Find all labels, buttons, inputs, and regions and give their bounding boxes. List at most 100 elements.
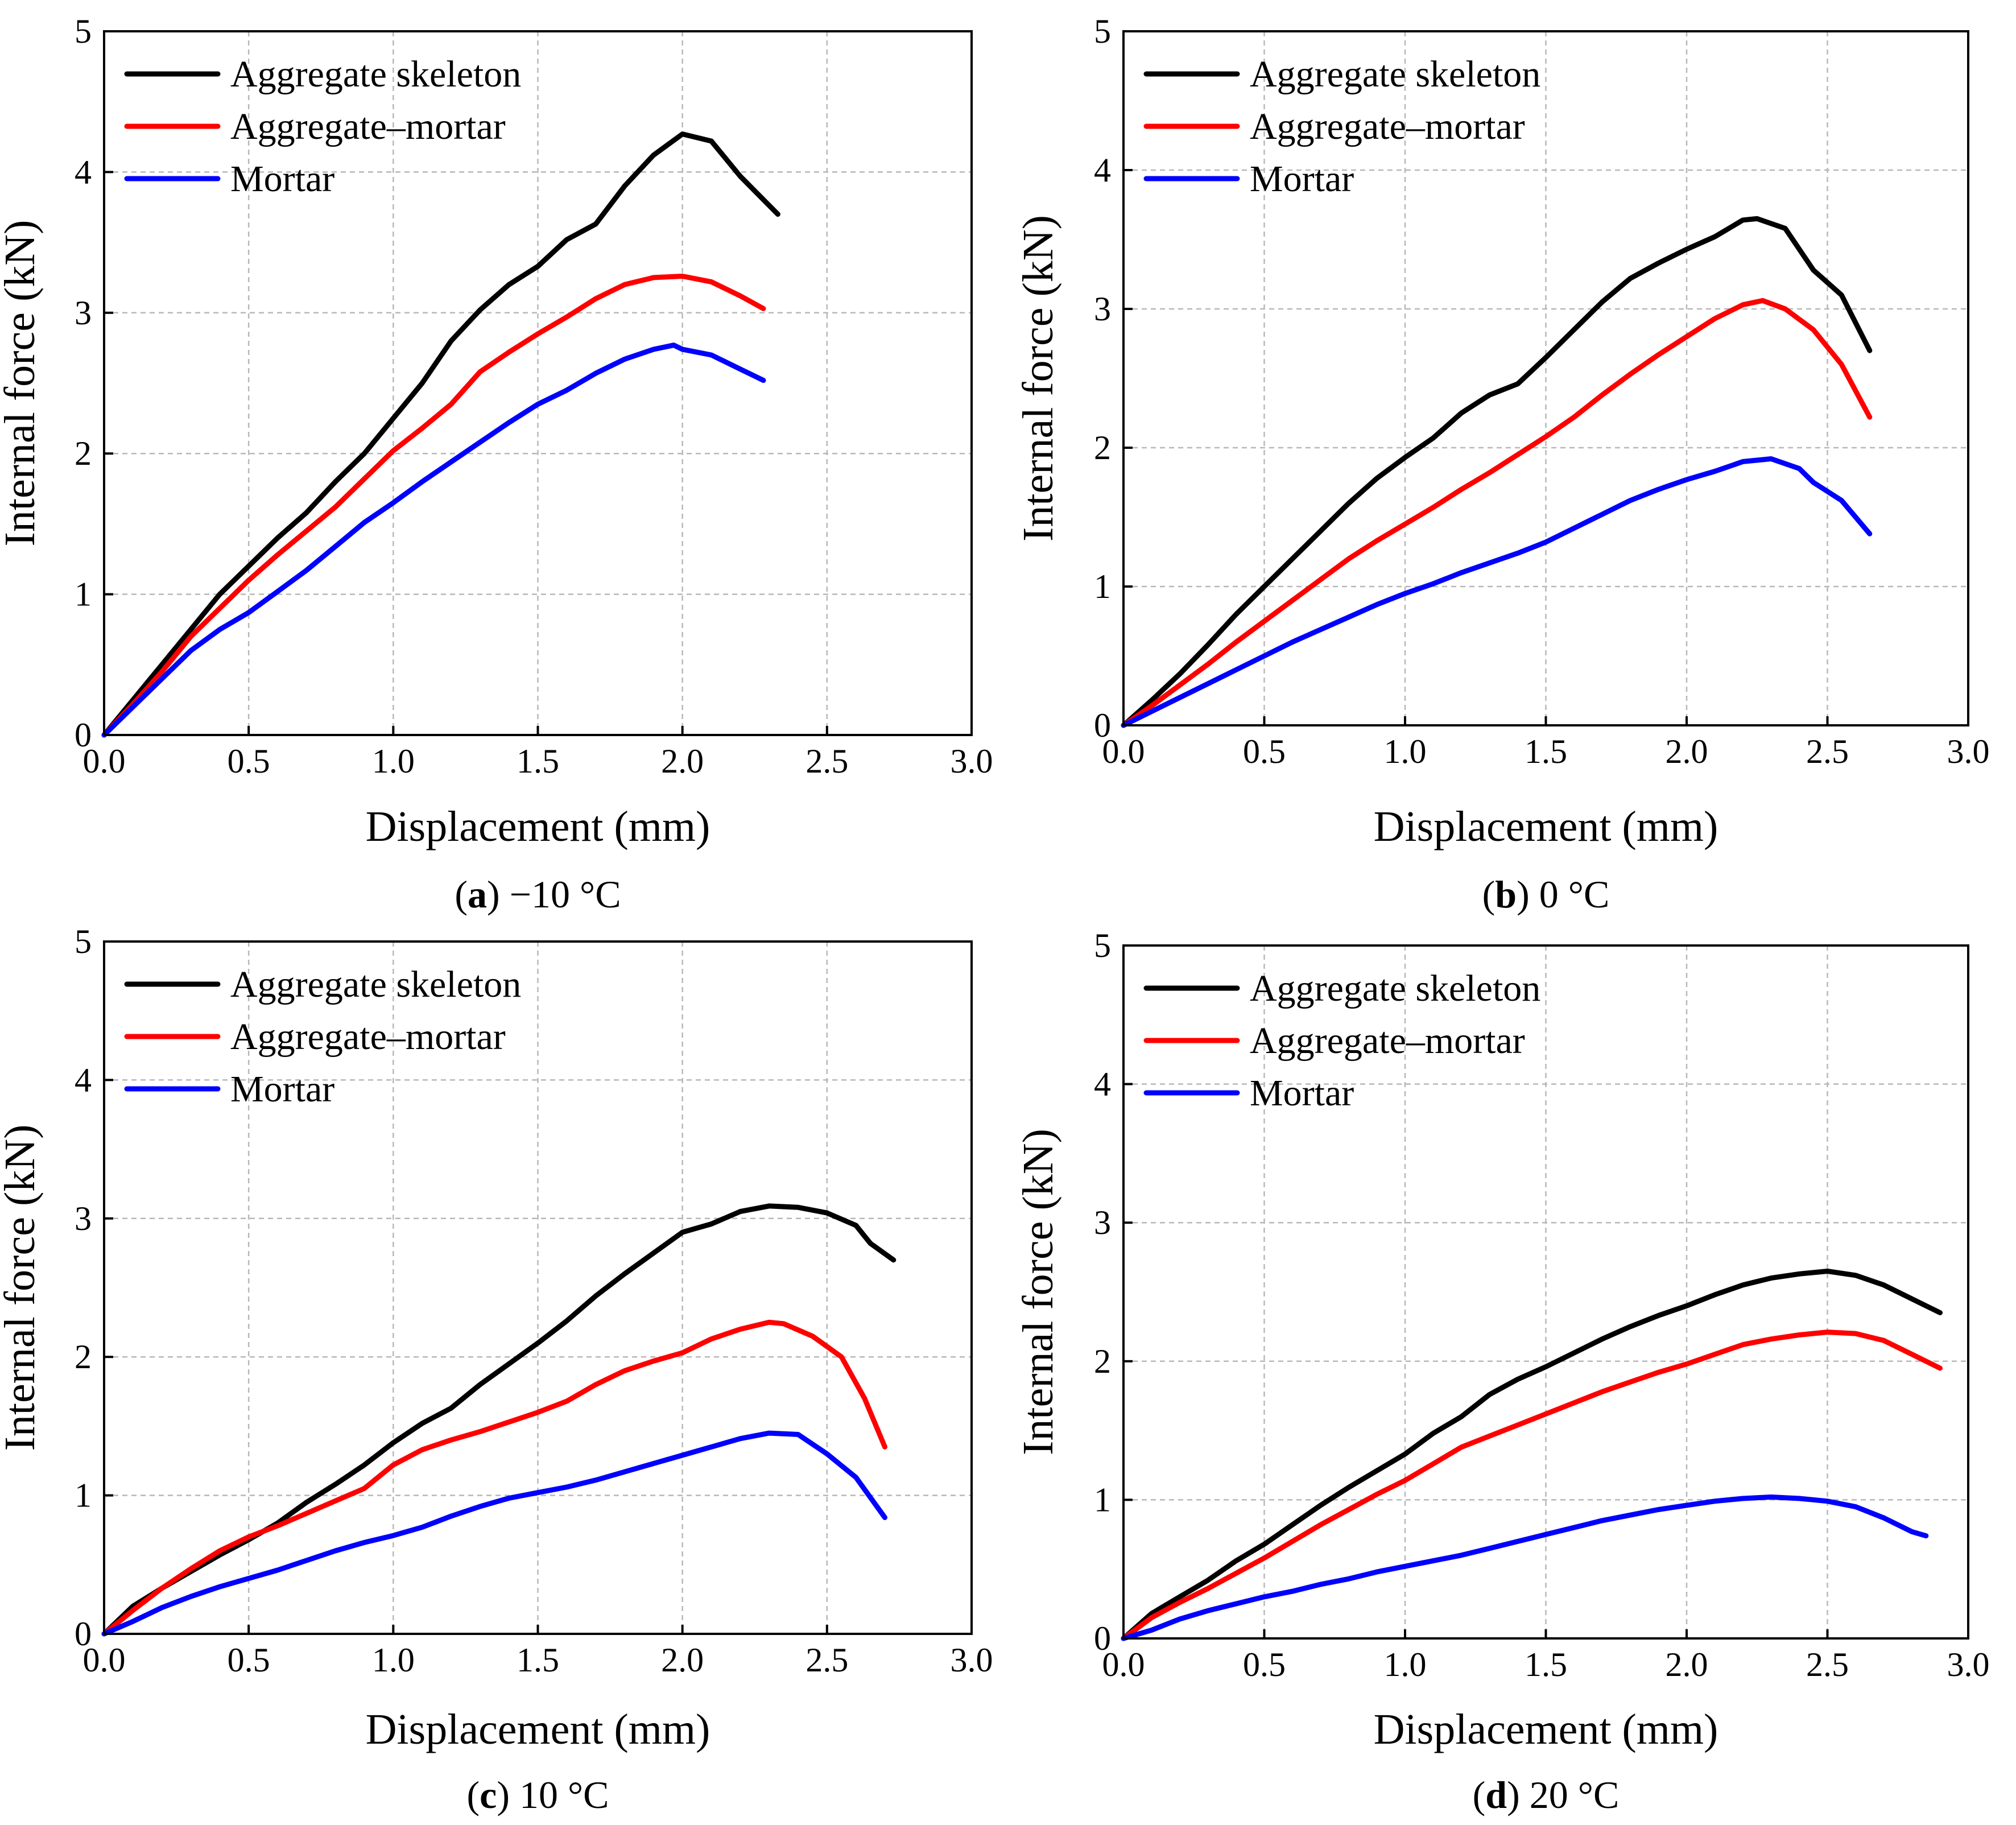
y-tick-label: 1 — [75, 576, 92, 613]
legend-label-2: Aggregate–mortar — [1250, 1020, 1525, 1062]
series-line-3 — [101, 342, 766, 738]
y-tick-label: 5 — [75, 923, 92, 960]
series-line-2 — [1121, 1329, 1943, 1641]
y-axis-label: Internal force (kN) — [1014, 1129, 1062, 1455]
panel-caption: (d) 20 °C — [1473, 1773, 1620, 1816]
legend-label-1: Aggregate skeleton — [230, 53, 521, 95]
y-tick-label: 2 — [1094, 429, 1111, 466]
x-axis-label: Displacement (mm) — [366, 803, 710, 850]
caption-temperature: 0 °C — [1530, 873, 1610, 916]
panel-caption: (c) 10 °C — [466, 1773, 609, 1816]
y-axis-label: Internal force (kN) — [0, 1125, 44, 1451]
x-tick-label: 2.5 — [805, 742, 848, 780]
legend-label-1: Aggregate skeleton — [230, 964, 521, 1005]
caption-open-paren: ( — [466, 1773, 480, 1816]
y-tick-label: 0 — [75, 1615, 92, 1653]
series-line-3 — [1121, 456, 1873, 728]
x-tick-label: 2.0 — [661, 742, 704, 780]
y-axis-label: Internal force (kN) — [1014, 215, 1062, 542]
x-tick-label: 0.5 — [228, 742, 270, 780]
legend-label-3: Mortar — [230, 1068, 334, 1110]
legend-label-3: Mortar — [230, 158, 334, 200]
legend-label-1: Aggregate skeleton — [1250, 968, 1540, 1009]
caption-open-paren: ( — [1473, 1773, 1486, 1816]
caption-letter: d — [1485, 1773, 1507, 1816]
y-tick-label: 2 — [75, 435, 92, 472]
series-line-2 — [1121, 298, 1873, 728]
y-axis-label: Internal force (kN) — [0, 220, 44, 547]
y-tick-label: 0 — [1094, 707, 1111, 744]
y-tick-label: 1 — [1094, 1481, 1111, 1518]
legend-label-2: Aggregate–mortar — [1250, 106, 1525, 147]
y-tick-label: 3 — [75, 294, 92, 332]
x-axis-label: Displacement (mm) — [366, 1706, 710, 1753]
caption-temperature: 20 °C — [1520, 1773, 1620, 1816]
caption-letter: c — [480, 1773, 497, 1816]
caption-open-paren: ( — [1482, 873, 1496, 916]
y-tick-label: 5 — [75, 13, 92, 50]
series-line-1 — [101, 1203, 897, 1637]
x-tick-label: 0.5 — [1243, 1646, 1286, 1683]
legend-label-1: Aggregate skeleton — [1250, 53, 1540, 95]
x-tick-label: 2.0 — [1666, 733, 1708, 770]
legend-label-3: Mortar — [1250, 1072, 1354, 1114]
y-tick-label: 4 — [1094, 1066, 1111, 1103]
x-axis-label: Displacement (mm) — [1374, 803, 1718, 850]
caption-letter: b — [1495, 873, 1517, 916]
x-tick-label: 1.5 — [1525, 733, 1567, 770]
y-tick-label: 4 — [75, 1061, 92, 1099]
y-tick-label: 2 — [1094, 1343, 1111, 1380]
chart-panel-c: 0.0 0.5 1.0 1.5 2.0 2.5 3.0 0 1 2 3 4 5 Displacement … — [0, 923, 993, 1816]
x-tick-label: 2.5 — [1806, 1646, 1849, 1683]
x-tick-label: 3.0 — [1947, 1646, 1990, 1683]
x-tick-label: 3.0 — [951, 742, 993, 780]
y-tick-label: 5 — [1094, 927, 1111, 964]
panel-caption: (a) −10 °C — [455, 873, 621, 916]
series-line-3 — [101, 1430, 887, 1637]
panel-caption: (b) 0 °C — [1482, 873, 1610, 916]
x-tick-label: 0.5 — [228, 1641, 270, 1679]
x-tick-label: 1.0 — [1384, 733, 1427, 770]
y-tick-label: 0 — [1094, 1620, 1111, 1657]
series-line-1 — [1121, 1269, 1943, 1641]
legend-label-2: Aggregate–mortar — [230, 106, 506, 147]
chart-panel-d: 0.0 0.5 1.0 1.5 2.0 2.5 3.0 0 1 2 3 4 5 Displacement … — [1014, 927, 1990, 1816]
legend-label-3: Mortar — [1250, 158, 1354, 200]
caption-open-paren: ( — [455, 873, 468, 916]
y-tick-label: 1 — [1094, 568, 1111, 605]
x-tick-label: 1.5 — [517, 742, 559, 780]
caption-letter: a — [468, 873, 487, 916]
series-line-1 — [1121, 216, 1873, 728]
x-tick-label: 1.5 — [517, 1641, 559, 1679]
x-tick-label: 2.5 — [805, 1641, 848, 1679]
legend-label-2: Aggregate–mortar — [230, 1016, 506, 1058]
y-tick-label: 5 — [1094, 13, 1111, 50]
x-tick-label: 2.0 — [1666, 1646, 1708, 1683]
x-tick-label: 0.0 — [1102, 733, 1145, 770]
x-tick-label: 0.0 — [83, 1641, 126, 1679]
y-tick-label: 2 — [75, 1338, 92, 1376]
x-axis-label: Displacement (mm) — [1374, 1706, 1718, 1753]
x-tick-label: 1.0 — [372, 742, 415, 780]
x-tick-label: 0.0 — [1102, 1646, 1145, 1683]
x-tick-label: 3.0 — [951, 1641, 993, 1679]
x-tick-label: 1.0 — [1384, 1646, 1427, 1683]
caption-temperature: 10 °C — [510, 1773, 609, 1816]
series-line-2 — [101, 1319, 887, 1637]
caption-close-paren: ) — [497, 1773, 510, 1816]
y-tick-label: 3 — [1094, 290, 1111, 328]
x-tick-label: 0.0 — [83, 742, 126, 780]
x-tick-label: 2.5 — [1806, 733, 1849, 770]
x-tick-label: 2.0 — [661, 1641, 704, 1679]
chart-panel-b: 0.0 0.5 1.0 1.5 2.0 2.5 3.0 0 1 2 3 4 5 Displacement … — [1014, 13, 1990, 916]
y-tick-label: 4 — [75, 153, 92, 191]
series-line-3 — [1121, 1494, 1929, 1641]
caption-temperature: −10 °C — [500, 873, 621, 916]
caption-close-paren: ) — [1507, 1773, 1520, 1816]
y-tick-label: 1 — [75, 1477, 92, 1514]
x-tick-label: 0.5 — [1243, 733, 1286, 770]
x-tick-label: 3.0 — [1947, 733, 1990, 770]
series-line-2 — [101, 274, 766, 738]
chart-panel-a: 0.0 0.5 1.0 1.5 2.0 2.5 3.0 0 1 2 3 4 5 Displacement … — [0, 13, 993, 916]
